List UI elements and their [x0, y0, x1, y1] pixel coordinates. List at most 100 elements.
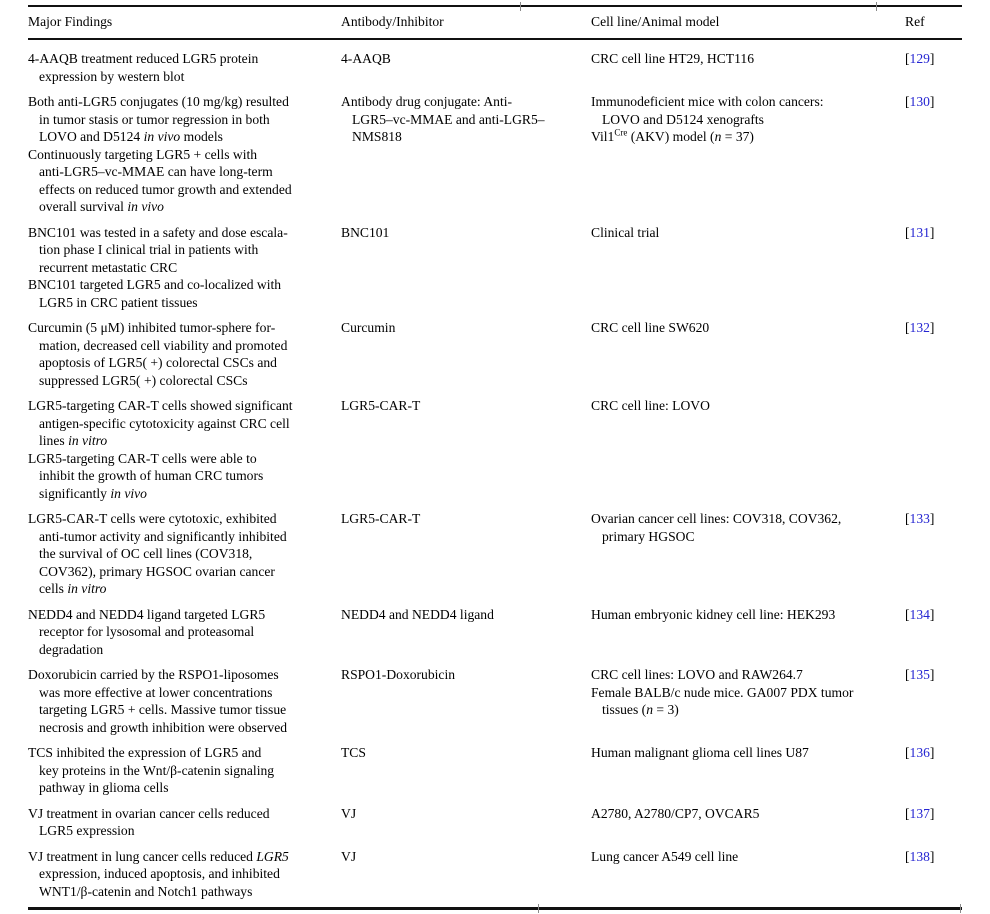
text-line: CRC cell line SW620: [591, 320, 710, 335]
text-line: BNC101 targeted LGR5 and co-localized wi…: [28, 277, 282, 292]
text-line: LGR5-targeting CAR-T cells were able to: [28, 450, 257, 466]
findings-cell: LGR5-CAR-T cells were cytotoxic, exhibit…: [28, 510, 341, 598]
text-line: 4-AAQB: [341, 51, 391, 66]
text-line: NMS818: [352, 129, 402, 144]
text-line: expression by western blot: [39, 68, 185, 84]
findings-cell: Both anti-LGR5 conjugates (10 mg/kg) res…: [28, 93, 341, 216]
paragraph: Curcumin (5 μM) inhibited tumor-sphere f…: [28, 319, 337, 389]
table-top-rule: [28, 1, 962, 11]
ref-link[interactable]: 136: [909, 745, 930, 760]
paragraph: NEDD4 and NEDD4 ligand targeted LGR5 rece…: [28, 606, 337, 659]
text-line: anti-tumor activity and significantly in…: [39, 528, 287, 544]
text-line: LOVO and D5124 in vivo models: [39, 129, 223, 144]
model-cell: Ovarian cancer cell lines: COV318, COV36…: [591, 510, 905, 598]
ref-cell: [137]: [905, 805, 962, 840]
ref-link[interactable]: 130: [909, 94, 930, 109]
text-line: cells in vitro: [39, 581, 107, 596]
text-line: Vil1Cre (AKV) model (n = 37): [591, 127, 754, 144]
text-line: apoptosis of LGR5( +) colorectal CSCs an…: [39, 355, 277, 370]
table-row: Curcumin (5 μM) inhibited tumor-sphere f…: [28, 311, 962, 389]
paragraph: Ovarian cancer cell lines: COV318, COV36…: [591, 510, 901, 545]
paragraph: Immunodeficient mice with colon cancers:…: [591, 93, 901, 128]
antibody-cell: Curcumin: [341, 319, 591, 389]
text-line: Female BALB/c nude mice. GA007 PDX tumor: [591, 684, 854, 700]
ref-link[interactable]: 132: [909, 320, 930, 335]
text-line: mation, decreased cell viability and pro…: [39, 337, 288, 353]
ref-cell: [133]: [905, 510, 962, 598]
findings-table: Major Findings Antibody/Inhibitor Cell l…: [28, 1, 962, 913]
table-row: VJ treatment in ovarian cancer cells red…: [28, 797, 962, 840]
paragraph: BNC101: [341, 224, 587, 242]
paragraph: BNC101 targeted LGR5 and co-localized wi…: [28, 276, 337, 311]
paragraph: CRC cell line HT29, HCT116: [591, 50, 901, 68]
antibody-cell: 4-AAQB: [341, 50, 591, 85]
text-line: tion phase I clinical trial in patients …: [39, 242, 259, 257]
column-header-major-findings: Major Findings: [28, 14, 113, 29]
ref-link[interactable]: 131: [909, 224, 930, 240]
findings-cell: TCS inhibited the expression of LGR5 and…: [28, 744, 341, 797]
antibody-cell: TCS: [341, 744, 591, 797]
text-line: significantly in vivo: [39, 485, 147, 501]
text-line: anti-LGR5–vc-MMAE can have long-term: [39, 164, 273, 179]
column-tick: [538, 903, 539, 913]
text-line: Immunodeficient mice with colon cancers:: [591, 94, 824, 109]
ref-cell: [129]: [905, 50, 962, 85]
ref-cell: [134]: [905, 606, 962, 659]
text-line: LGR5-CAR-T cells were cytotoxic, exhibit…: [28, 511, 277, 526]
text-line: NEDD4 and NEDD4 ligand: [341, 606, 494, 622]
column-header-cell-line-animal-model: Cell line/Animal model: [591, 14, 720, 29]
ref-citation: [138]: [905, 848, 935, 864]
text-line: primary HGSOC: [602, 528, 695, 544]
text-line: RSPO1-Doxorubicin: [341, 667, 456, 682]
findings-cell: LGR5-targeting CAR-T cells showed signif…: [28, 397, 341, 502]
paragraph: VJ treatment in lung cancer cells reduce…: [28, 848, 337, 901]
text-line: overall survival in vivo: [39, 199, 164, 214]
ref-cell: [135]: [905, 666, 962, 736]
text-line: Continuously targeting LGR5 + cells with: [28, 146, 258, 162]
ref-link[interactable]: 133: [909, 511, 930, 526]
table-row: LGR5-targeting CAR-T cells showed signif…: [28, 389, 962, 502]
ref-cell: [131]: [905, 224, 962, 312]
ref-link[interactable]: 137: [909, 805, 930, 821]
paragraph: TCS: [341, 744, 587, 762]
ref-link[interactable]: 129: [909, 51, 930, 66]
paragraph: Both anti-LGR5 conjugates (10 mg/kg) res…: [28, 93, 337, 146]
text-line: LGR5-CAR-T: [341, 398, 421, 413]
paragraph: VJ: [341, 805, 587, 823]
ref-cell: [132]: [905, 319, 962, 389]
findings-cell: BNC101 was tested in a safety and dose e…: [28, 224, 341, 312]
table-row: TCS inhibited the expression of LGR5 and…: [28, 736, 962, 797]
paragraph: Human embryonic kidney cell line: HEK293: [591, 606, 901, 624]
text-line: necrosis and growth inhibition were obse…: [39, 719, 288, 735]
text-line: Both anti-LGR5 conjugates (10 mg/kg) res…: [28, 94, 289, 109]
text-line: inhibit the growth of human CRC tumors: [39, 468, 264, 483]
model-cell: CRC cell line SW620: [591, 319, 905, 389]
ref-link[interactable]: 138: [909, 848, 930, 864]
ref-link[interactable]: 134: [909, 606, 930, 622]
text-line: VJ treatment in ovarian cancer cells red…: [28, 805, 270, 821]
findings-cell: Doxorubicin carried by the RSPO1-liposom…: [28, 666, 341, 736]
model-cell: Human embryonic kidney cell line: HEK293: [591, 606, 905, 659]
ref-cell: [905, 397, 962, 502]
paragraph: Clinical trial: [591, 224, 901, 242]
paragraph: LGR5-targeting CAR-T cells were able to i…: [28, 450, 337, 503]
paragraph: BNC101 was tested in a safety and dose e…: [28, 224, 337, 277]
table-row: 4-AAQB treatment reduced LGR5 protein exp…: [28, 40, 962, 85]
paragraph: Human malignant glioma cell lines U87: [591, 744, 901, 762]
findings-cell: VJ treatment in lung cancer cells reduce…: [28, 848, 341, 901]
ref-link[interactable]: 135: [909, 667, 930, 682]
text-line: VJ: [341, 805, 357, 821]
paragraph: Lung cancer A549 cell line: [591, 848, 901, 866]
text-line: receptor for lysosomal and proteasomal: [39, 624, 255, 639]
antibody-cell: LGR5-CAR-T: [341, 510, 591, 598]
text-line: effects on reduced tumor growth and exte…: [39, 181, 292, 197]
ref-cell: [136]: [905, 744, 962, 797]
table-row: Doxorubicin carried by the RSPO1-liposom…: [28, 658, 962, 736]
text-line: key proteins in the Wnt/β-catenin signal…: [39, 762, 275, 778]
model-cell: Clinical trial: [591, 224, 905, 312]
antibody-cell: Antibody drug conjugate: Anti- LGR5–vc-MM…: [341, 93, 591, 216]
text-line: LGR5-CAR-T: [341, 511, 421, 526]
text-line: targeting LGR5 + cells. Massive tumor ti…: [39, 702, 287, 717]
antibody-cell: RSPO1-Doxorubicin: [341, 666, 591, 736]
